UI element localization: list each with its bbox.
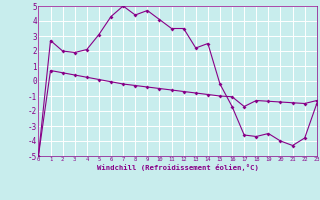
X-axis label: Windchill (Refroidissement éolien,°C): Windchill (Refroidissement éolien,°C) (97, 164, 259, 171)
